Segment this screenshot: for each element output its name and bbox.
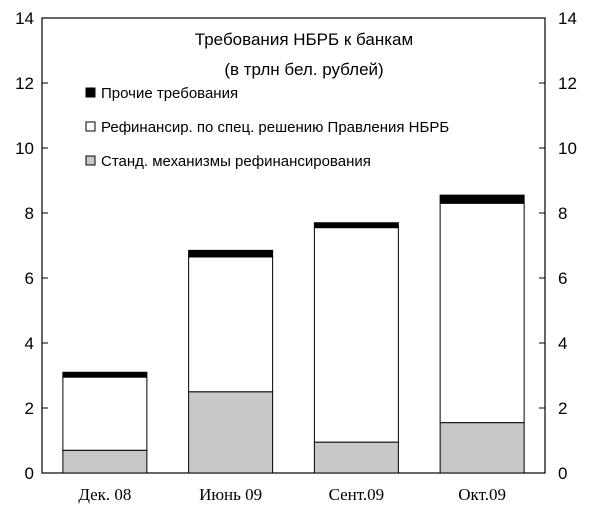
- bar-segment-special: [62, 376, 148, 451]
- left-tick-label: 8: [25, 204, 34, 223]
- right-tick-label: 2: [558, 399, 567, 418]
- bar-segment-standard: [188, 391, 274, 474]
- legend: Прочие требования Рефинансир. по спец. ре…: [85, 85, 449, 170]
- legend-swatch: [85, 87, 96, 98]
- chart-title: Требования НБРБ к банкам: [195, 30, 413, 49]
- x-category-label: Июнь 09: [199, 485, 262, 504]
- x-category-label: Окт.09: [458, 485, 506, 504]
- right-tick-label: 0: [558, 464, 567, 483]
- bar-segment-standard: [439, 422, 525, 474]
- right-tick-label: 4: [558, 334, 567, 353]
- bar-segment-special: [313, 227, 399, 443]
- x-category-label: Сент.09: [329, 485, 385, 504]
- bar-segment-special: [439, 202, 525, 424]
- right-y-axis: 0 2 4 6 8 10 12 14: [539, 9, 577, 483]
- x-axis: Дек. 08 Июнь 09 Сент.09 Окт.09: [78, 485, 506, 504]
- left-tick-label: 10: [15, 139, 34, 158]
- legend-label: Станд. механизмы рефинансирования: [101, 153, 371, 170]
- bar-segment-other: [62, 371, 148, 378]
- right-tick-label: 8: [558, 204, 567, 223]
- legend-swatch: [85, 121, 96, 132]
- legend-label: Прочие требования: [101, 85, 238, 102]
- bar-segment-other: [188, 249, 274, 258]
- bars-group: [62, 194, 525, 474]
- legend-label: Рефинансир. по спец. решению Правления Н…: [101, 119, 449, 136]
- left-tick-label: 2: [25, 399, 34, 418]
- left-tick-label: 12: [15, 74, 34, 93]
- left-tick-label: 0: [25, 464, 34, 483]
- left-tick-label: 14: [15, 9, 34, 28]
- bar-segment-special: [188, 256, 274, 393]
- x-category-label: Дек. 08: [78, 485, 131, 504]
- right-tick-label: 14: [558, 9, 577, 28]
- left-tick-label: 6: [25, 269, 34, 288]
- left-tick-label: 4: [25, 334, 34, 353]
- legend-swatch: [85, 155, 96, 166]
- left-y-axis: 0 2 4 6 8 10 12 14: [15, 9, 48, 483]
- right-tick-label: 6: [558, 269, 567, 288]
- bar-segment-other: [313, 222, 399, 229]
- bar-segment-standard: [62, 449, 148, 474]
- chart-subtitle: (в трлн бел. рублей): [224, 60, 383, 79]
- right-tick-label: 12: [558, 74, 577, 93]
- bar-segment-other: [439, 194, 525, 204]
- bar-segment-standard: [313, 441, 399, 474]
- right-tick-label: 10: [558, 139, 577, 158]
